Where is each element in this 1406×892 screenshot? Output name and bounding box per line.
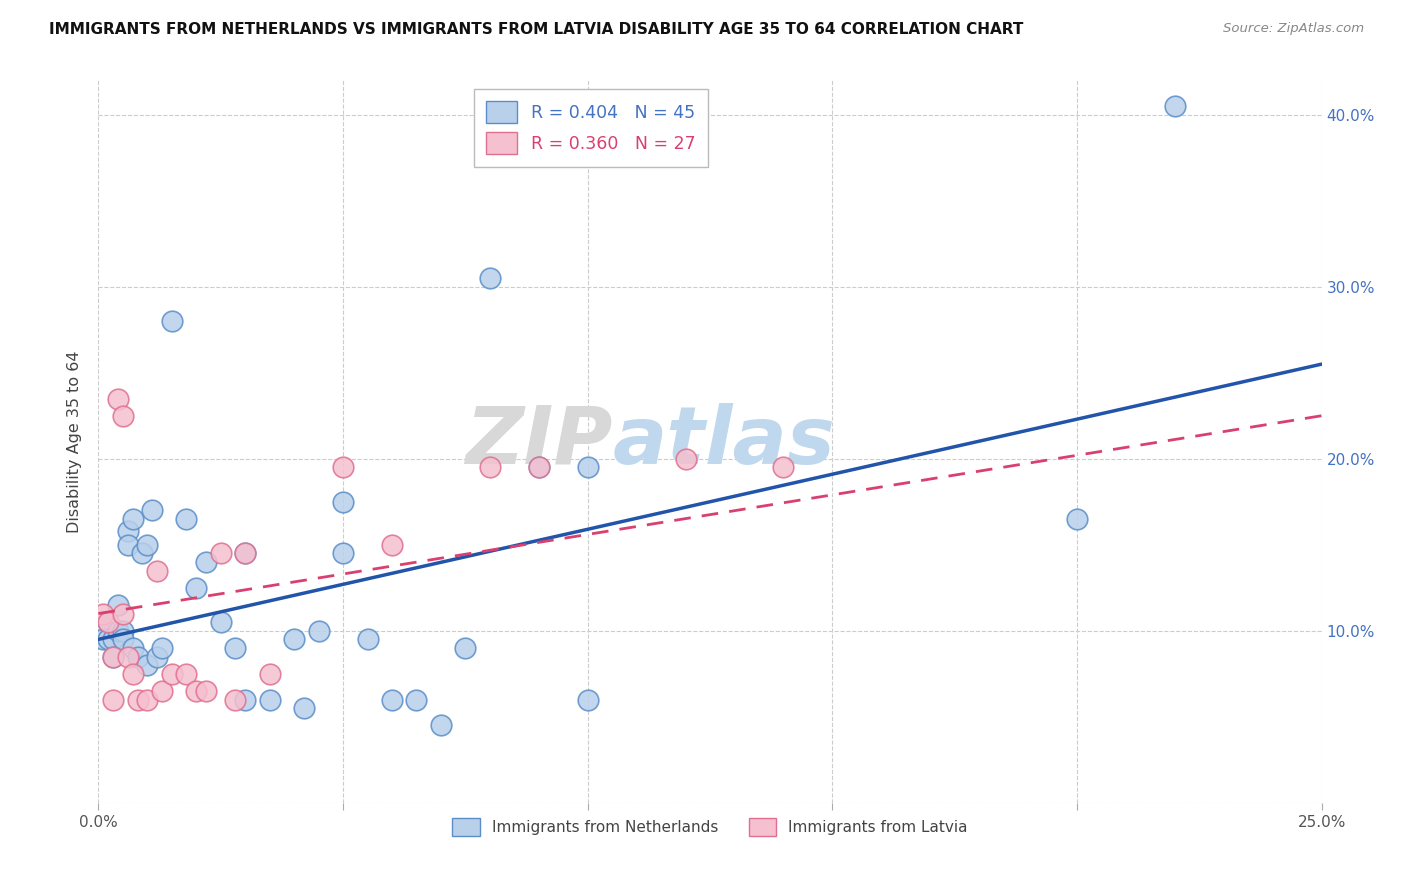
Point bbox=[1164, 99, 1187, 113]
Point bbox=[111, 607, 134, 621]
Point bbox=[101, 649, 124, 664]
Point bbox=[1066, 512, 1088, 526]
Point bbox=[117, 538, 139, 552]
Point bbox=[675, 451, 697, 466]
Point bbox=[127, 649, 149, 664]
Point bbox=[91, 632, 114, 647]
Point bbox=[576, 692, 599, 706]
Text: Source: ZipAtlas.com: Source: ZipAtlas.com bbox=[1223, 22, 1364, 36]
Point bbox=[209, 615, 232, 630]
Point bbox=[576, 460, 599, 475]
Point bbox=[91, 607, 114, 621]
Point bbox=[97, 615, 120, 630]
Legend: Immigrants from Netherlands, Immigrants from Latvia: Immigrants from Netherlands, Immigrants … bbox=[446, 813, 974, 842]
Point bbox=[332, 494, 354, 508]
Point bbox=[107, 624, 129, 638]
Point bbox=[332, 460, 354, 475]
Point bbox=[430, 718, 453, 732]
Point bbox=[150, 684, 173, 698]
Point bbox=[381, 538, 404, 552]
Point bbox=[772, 460, 794, 475]
Point bbox=[136, 538, 159, 552]
Point bbox=[111, 409, 134, 423]
Point bbox=[107, 392, 129, 406]
Point bbox=[233, 546, 256, 560]
Point bbox=[121, 512, 143, 526]
Point bbox=[131, 546, 153, 560]
Point bbox=[283, 632, 305, 647]
Point bbox=[121, 640, 143, 655]
Point bbox=[332, 546, 354, 560]
Point bbox=[111, 632, 134, 647]
Point bbox=[233, 692, 256, 706]
Point bbox=[186, 684, 208, 698]
Point bbox=[176, 512, 198, 526]
Point bbox=[136, 692, 159, 706]
Point bbox=[224, 692, 246, 706]
Text: IMMIGRANTS FROM NETHERLANDS VS IMMIGRANTS FROM LATVIA DISABILITY AGE 35 TO 64 CO: IMMIGRANTS FROM NETHERLANDS VS IMMIGRANT… bbox=[49, 22, 1024, 37]
Point bbox=[101, 692, 124, 706]
Point bbox=[454, 640, 477, 655]
Point bbox=[233, 546, 256, 560]
Point bbox=[136, 658, 159, 673]
Point bbox=[381, 692, 404, 706]
Point bbox=[97, 632, 120, 647]
Point bbox=[186, 581, 208, 595]
Point bbox=[195, 555, 218, 569]
Point bbox=[478, 460, 501, 475]
Point bbox=[97, 615, 120, 630]
Point bbox=[356, 632, 378, 647]
Point bbox=[101, 649, 124, 664]
Point bbox=[160, 314, 183, 328]
Point bbox=[150, 640, 173, 655]
Point bbox=[527, 460, 550, 475]
Point bbox=[101, 632, 124, 647]
Point bbox=[117, 649, 139, 664]
Point bbox=[224, 640, 246, 655]
Point bbox=[259, 666, 281, 681]
Text: ZIP: ZIP bbox=[465, 402, 612, 481]
Point bbox=[117, 524, 139, 538]
Text: atlas: atlas bbox=[612, 402, 835, 481]
Point bbox=[478, 271, 501, 285]
Point bbox=[259, 692, 281, 706]
Point bbox=[292, 701, 315, 715]
Y-axis label: Disability Age 35 to 64: Disability Age 35 to 64 bbox=[67, 351, 83, 533]
Point bbox=[195, 684, 218, 698]
Point bbox=[209, 546, 232, 560]
Point bbox=[405, 692, 427, 706]
Point bbox=[176, 666, 198, 681]
Point bbox=[111, 624, 134, 638]
Point bbox=[146, 649, 169, 664]
Point bbox=[527, 460, 550, 475]
Point bbox=[160, 666, 183, 681]
Point bbox=[121, 666, 143, 681]
Point bbox=[308, 624, 330, 638]
Point bbox=[141, 503, 163, 517]
Point bbox=[127, 692, 149, 706]
Point bbox=[107, 598, 129, 612]
Point bbox=[146, 564, 169, 578]
